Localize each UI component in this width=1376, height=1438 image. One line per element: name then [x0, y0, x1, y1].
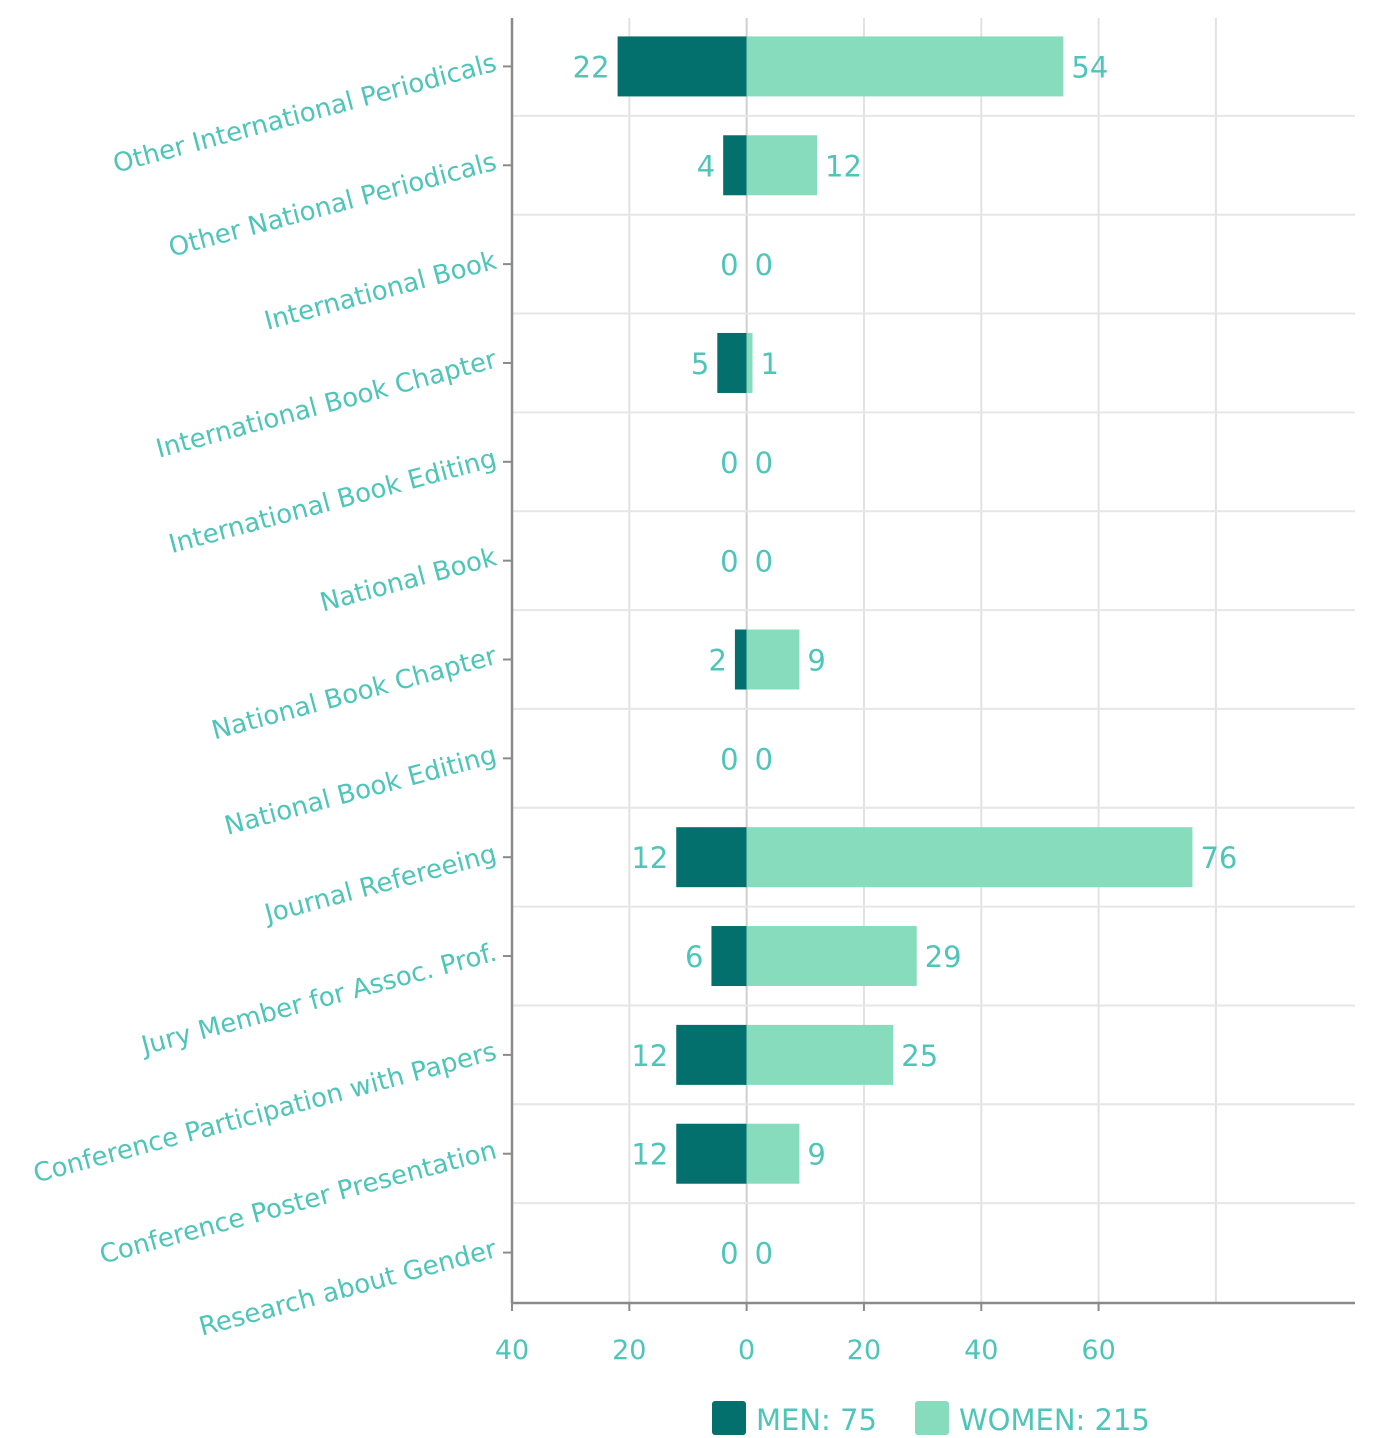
men-bar	[717, 332, 747, 393]
x-tick-label: 0	[738, 1335, 755, 1366]
women-bar	[746, 1024, 894, 1085]
men-value-label: 0	[720, 446, 738, 480]
men-bar	[676, 1123, 747, 1184]
legend-women-swatch	[915, 1401, 949, 1435]
men-value-label: 22	[573, 50, 610, 84]
category-label: Jury Member for Assoc. Prof.	[136, 938, 499, 1062]
x-tick-label: 40	[964, 1335, 998, 1366]
women-value-label: 9	[807, 644, 825, 678]
men-value-label: 0	[720, 248, 738, 282]
category-label: International Book Editing	[166, 444, 500, 560]
men-value-label: 0	[720, 742, 738, 776]
women-value-label: 0	[755, 1237, 773, 1271]
women-value-label: 12	[825, 149, 862, 183]
x-tick-label: 20	[612, 1335, 646, 1366]
men-bar	[723, 135, 747, 196]
women-value-label: 25	[901, 1039, 938, 1073]
axis-layer	[503, 18, 1355, 1311]
x-tick-label: 40	[495, 1335, 529, 1366]
bar-layer	[617, 36, 1193, 1184]
women-value-label: 29	[925, 940, 962, 974]
men-value-label: 12	[631, 1138, 668, 1172]
men-bar	[676, 1024, 747, 1085]
women-bar	[746, 332, 753, 393]
men-bar	[617, 36, 747, 97]
women-value-label: 9	[807, 1138, 825, 1172]
women-bar	[746, 629, 800, 690]
men-value-label: 0	[720, 545, 738, 579]
women-bar	[746, 36, 1064, 97]
men-value-label: 0	[720, 1237, 738, 1271]
men-value-label: 12	[631, 1039, 668, 1073]
women-bar	[746, 1123, 800, 1184]
women-bar	[746, 926, 917, 987]
men-value-label: 4	[697, 149, 715, 183]
men-value-label: 12	[631, 841, 668, 875]
category-label: National Book Chapter	[209, 641, 501, 746]
men-bar	[676, 827, 747, 888]
women-value-label: 76	[1200, 841, 1237, 875]
men-value-label: 6	[685, 940, 703, 974]
x-tick-label: 60	[1081, 1335, 1115, 1366]
category-label: Other National Periodicals	[166, 147, 500, 263]
women-value-label: 54	[1071, 50, 1108, 84]
category-label: International Book Chapter	[153, 345, 500, 465]
women-value-label: 0	[755, 248, 773, 282]
x-tick-label: 20	[847, 1335, 881, 1366]
women-value-label: 0	[755, 742, 773, 776]
category-label: Research about Gender	[196, 1234, 500, 1342]
men-bar	[734, 629, 747, 690]
legend-men-label: MEN: 75	[756, 1403, 877, 1437]
category-label: National Book	[317, 542, 500, 618]
men-value-label: 5	[691, 347, 709, 381]
women-value-label: 0	[755, 545, 773, 579]
men-value-label: 2	[708, 644, 726, 678]
women-bar	[746, 827, 1193, 888]
men-bar	[711, 926, 747, 987]
category-label: Journal Refereeing	[260, 839, 500, 930]
legend-men-swatch	[712, 1401, 746, 1435]
category-label: National Book Editing	[221, 740, 499, 841]
category-label: International Book	[261, 246, 500, 337]
women-value-label: 0	[755, 446, 773, 480]
grid-layer	[512, 18, 1355, 1303]
legend-women-label: WOMEN: 215	[959, 1403, 1150, 1437]
women-value-label: 1	[761, 347, 779, 381]
women-bar	[746, 135, 818, 196]
legend: MEN: 75 WOMEN: 215	[712, 1401, 1150, 1437]
